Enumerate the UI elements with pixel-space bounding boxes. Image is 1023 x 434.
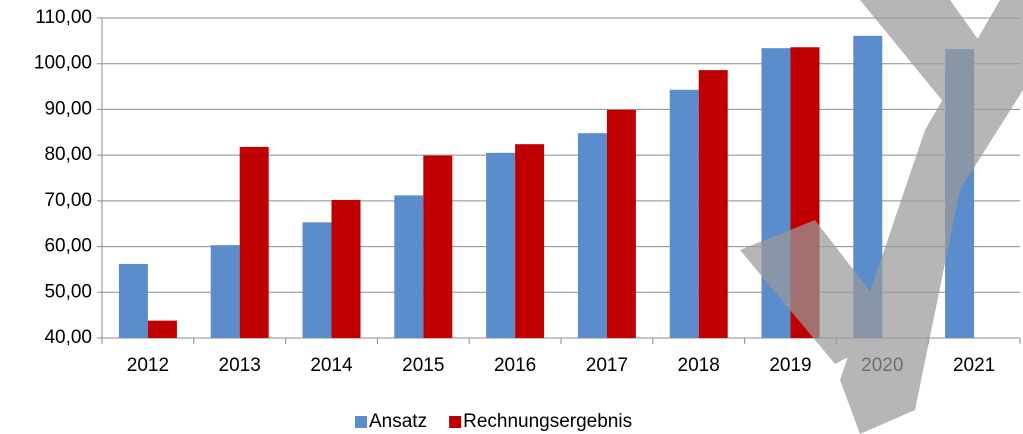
y-tick-label: 80,00 <box>44 144 92 165</box>
x-tick-label: 2018 <box>678 355 720 376</box>
bar <box>147 320 177 338</box>
legend-swatch <box>355 416 367 428</box>
y-tick-label: 50,00 <box>44 281 92 302</box>
x-tick-label: 2016 <box>494 355 536 376</box>
y-tick-label: 110,00 <box>35 7 92 28</box>
bar <box>606 109 636 338</box>
watermark <box>740 0 1023 434</box>
bar <box>486 152 516 338</box>
bar <box>515 144 545 338</box>
watermark-stroke <box>840 0 1023 434</box>
x-tick-label: 2019 <box>769 355 811 376</box>
bar <box>698 70 728 338</box>
y-tick-label: 60,00 <box>44 236 92 257</box>
y-tick-label: 40,00 <box>44 327 92 348</box>
watermark-stroke <box>860 0 1000 110</box>
y-tick-label: 100,00 <box>34 53 92 74</box>
x-tick-label: 2017 <box>586 355 628 376</box>
bar <box>302 222 332 338</box>
bar <box>423 155 453 338</box>
x-tick-label: 2015 <box>402 355 444 376</box>
legend-label: Rechnungsergebnis <box>463 411 632 432</box>
y-tick-label: 70,00 <box>44 190 92 211</box>
bar <box>394 195 424 338</box>
legend-label: Ansatz <box>369 411 427 432</box>
bar <box>239 146 269 338</box>
bar <box>118 263 148 338</box>
bar <box>331 199 361 338</box>
x-tick-label: 2012 <box>127 355 169 376</box>
bar <box>210 245 240 338</box>
x-tick-label: 2013 <box>219 355 261 376</box>
y-tick-label: 90,00 <box>44 98 92 119</box>
x-tick-label: 2021 <box>953 355 995 376</box>
legend-swatch <box>449 416 462 428</box>
bar <box>577 133 607 338</box>
bar <box>669 89 699 339</box>
x-tick-label: 2014 <box>310 355 353 376</box>
